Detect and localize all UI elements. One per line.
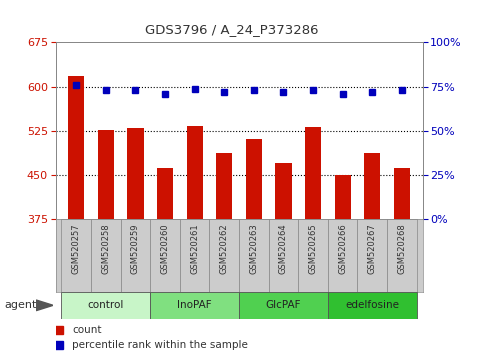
Bar xyxy=(180,219,210,292)
Bar xyxy=(128,128,143,354)
Text: agent: agent xyxy=(5,300,37,310)
Bar xyxy=(364,153,381,354)
Bar xyxy=(298,219,328,292)
Text: GSM520264: GSM520264 xyxy=(279,223,288,274)
Polygon shape xyxy=(36,300,53,311)
Bar xyxy=(269,219,298,292)
Text: GSM520265: GSM520265 xyxy=(309,223,318,274)
Bar xyxy=(150,219,180,292)
Text: GSM520262: GSM520262 xyxy=(220,223,229,274)
Text: GSM520263: GSM520263 xyxy=(249,223,258,274)
Text: GSM520258: GSM520258 xyxy=(101,223,111,274)
Text: GSM520257: GSM520257 xyxy=(72,223,81,274)
Bar xyxy=(394,167,410,354)
Text: GlcPAF: GlcPAF xyxy=(266,300,301,310)
Bar xyxy=(387,219,417,292)
Bar xyxy=(91,219,121,292)
Text: GDS3796 / A_24_P373286: GDS3796 / A_24_P373286 xyxy=(145,23,319,36)
Text: GSM520267: GSM520267 xyxy=(368,223,377,274)
Bar xyxy=(216,153,232,354)
Bar xyxy=(239,219,269,292)
Bar xyxy=(335,175,351,354)
Text: GSM520260: GSM520260 xyxy=(160,223,170,274)
Text: GSM520261: GSM520261 xyxy=(190,223,199,274)
Text: count: count xyxy=(72,325,101,335)
Bar xyxy=(186,126,203,354)
Bar xyxy=(246,139,262,354)
Bar xyxy=(68,76,85,354)
Bar xyxy=(328,219,357,292)
Bar xyxy=(210,219,239,292)
Bar xyxy=(157,167,173,354)
Bar xyxy=(305,127,321,354)
Text: control: control xyxy=(88,300,124,310)
Bar xyxy=(61,219,91,292)
Bar xyxy=(98,130,114,354)
Bar xyxy=(121,219,150,292)
Bar xyxy=(328,292,417,319)
Text: GSM520268: GSM520268 xyxy=(398,223,406,274)
Bar xyxy=(357,219,387,292)
Bar xyxy=(239,292,328,319)
Bar xyxy=(275,164,292,354)
Text: edelfosine: edelfosine xyxy=(345,300,399,310)
Text: percentile rank within the sample: percentile rank within the sample xyxy=(72,340,248,350)
Text: GSM520259: GSM520259 xyxy=(131,223,140,274)
Text: GSM520266: GSM520266 xyxy=(338,223,347,274)
Bar xyxy=(61,292,150,319)
Bar xyxy=(150,292,239,319)
Text: InoPAF: InoPAF xyxy=(177,300,212,310)
